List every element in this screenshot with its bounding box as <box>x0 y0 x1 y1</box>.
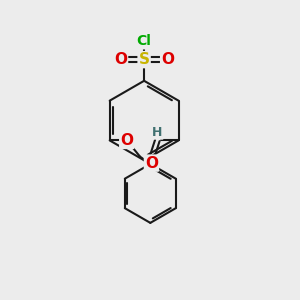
Text: S: S <box>139 52 150 67</box>
Text: H: H <box>152 126 163 139</box>
Text: O: O <box>114 52 127 67</box>
Text: O: O <box>145 156 158 171</box>
Text: O: O <box>120 133 133 148</box>
Text: O: O <box>161 52 174 67</box>
Text: Cl: Cl <box>137 34 152 48</box>
